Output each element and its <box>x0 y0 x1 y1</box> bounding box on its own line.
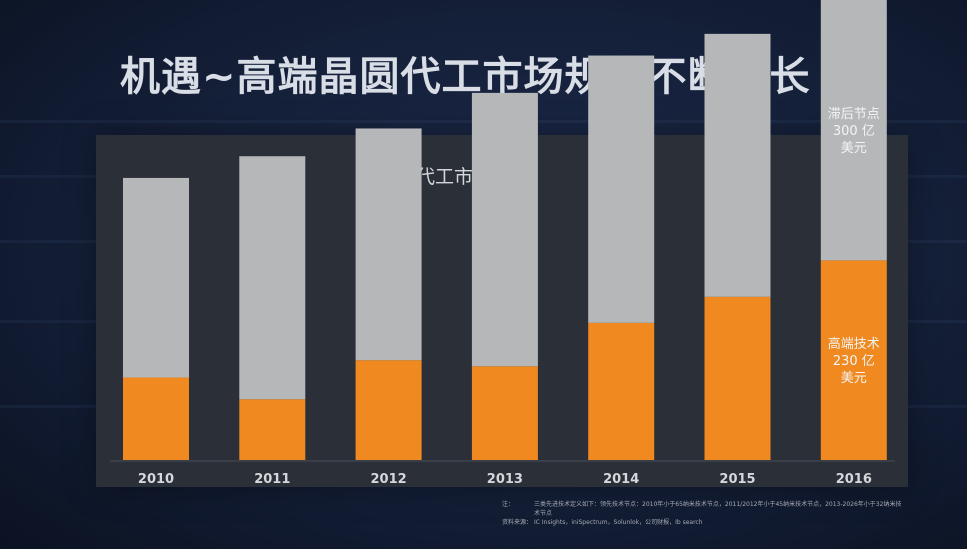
bar-2012-advanced <box>355 360 422 460</box>
bar-2013-legacy <box>471 92 538 367</box>
bar-2016-advanced <box>820 260 887 460</box>
x-tick-label-2014: 2014 <box>603 472 639 487</box>
bar-2014-legacy <box>588 55 655 323</box>
data-label-advanced: 高端技术 230 亿美元 <box>828 336 880 386</box>
data-label-line: 滞后节点 <box>828 107 880 122</box>
bar-2015-legacy <box>704 33 771 297</box>
bar-2011-legacy <box>239 156 306 400</box>
bar-2014-advanced <box>588 322 655 460</box>
data-label-line: 230 亿 <box>833 354 875 369</box>
source-text: IC Insights，iniSpectrum，Solunlok，公司财报，Ib… <box>534 519 703 526</box>
source-row: 资料来源： IC Insights，iniSpectrum，Solunlok，公… <box>502 518 902 527</box>
x-tick-label-2013: 2013 <box>487 472 523 487</box>
x-tick-label-2012: 2012 <box>371 472 407 487</box>
note-label: 注： <box>502 501 515 508</box>
slide-title: 机遇~高端晶圆代工市场规模不断增长 <box>120 54 811 100</box>
bar-2012-legacy <box>355 128 422 361</box>
bar-2013-advanced <box>471 366 538 460</box>
note-row: 注： 三类先进技术定义如下：领先技术节点：2010年小于65纳米技术节点，201… <box>502 500 902 518</box>
data-label-line: 300 亿 <box>833 124 875 139</box>
source-label: 资料来源： <box>502 519 533 526</box>
bar-2015-advanced <box>704 296 771 460</box>
source-notes: 注： 三类先进技术定义如下：领先技术节点：2010年小于65纳米技术节点，201… <box>502 500 902 527</box>
bar-2010-legacy <box>123 177 189 378</box>
x-tick-label-2011: 2011 <box>254 472 290 487</box>
data-label-line: 高端技术 <box>828 336 880 352</box>
note-text: 三类先进技术定义如下：领先技术节点：2010年小于65纳米技术节点，2011/2… <box>534 501 902 517</box>
bar-2011-advanced <box>239 399 306 460</box>
x-tick-label-2010: 2010 <box>138 472 174 487</box>
x-tick-label-2015: 2015 <box>719 472 755 487</box>
x-tick-label-2016: 2016 <box>836 472 872 487</box>
data-label-line: 美元 <box>841 141 867 156</box>
bar-2016-legacy <box>820 0 887 261</box>
data-label-legacy: 滞后节点 300 亿美元 <box>828 107 880 156</box>
bar-2010-advanced <box>123 377 189 460</box>
data-label-line: 美元 <box>841 371 867 386</box>
